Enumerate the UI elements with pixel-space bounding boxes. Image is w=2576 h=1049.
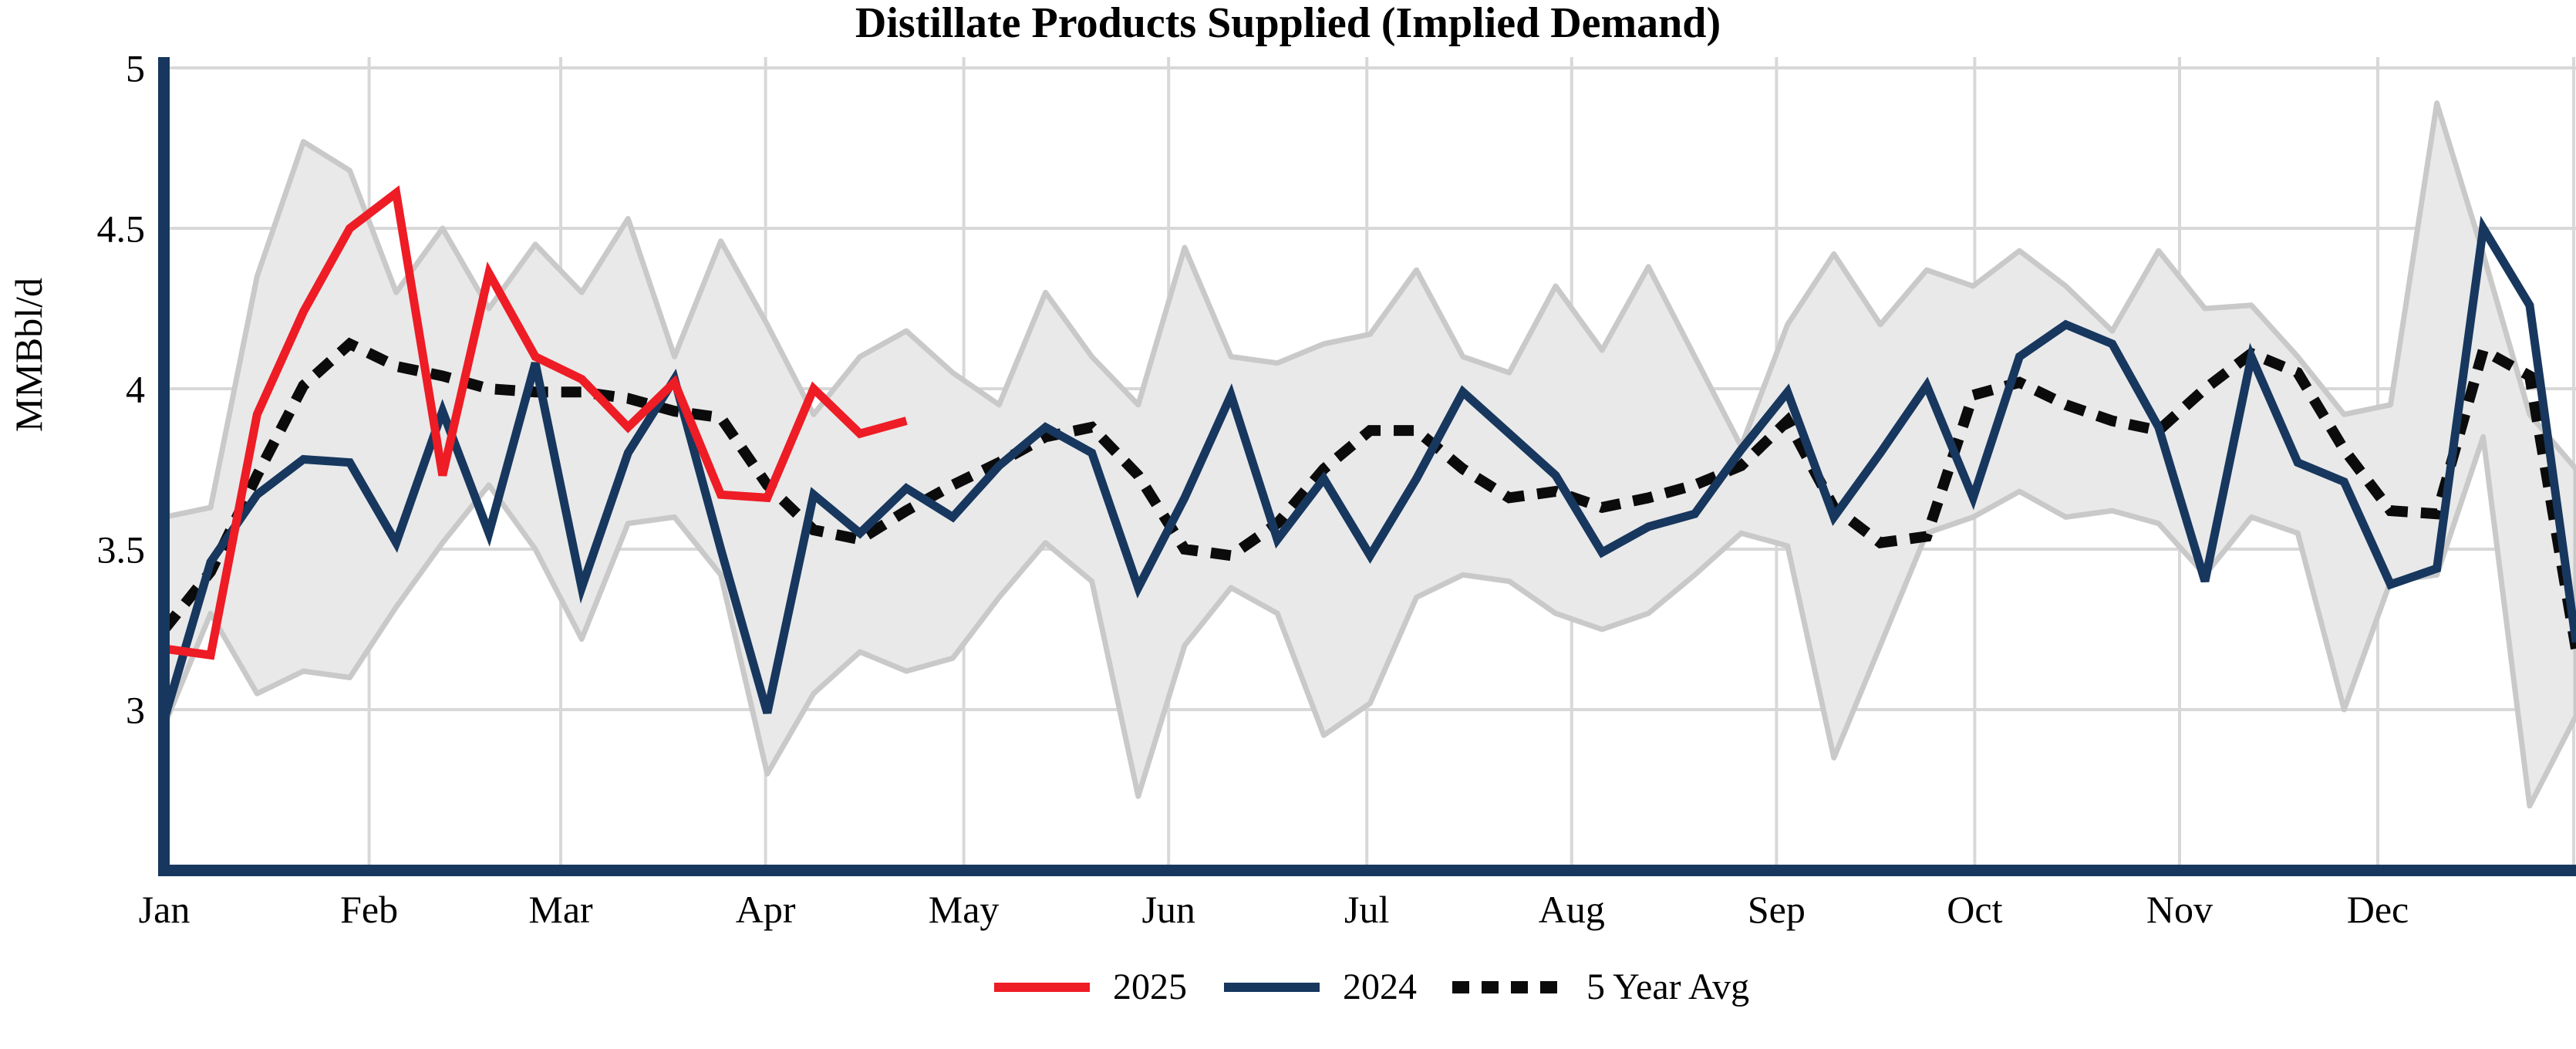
legend-item-5yr-avg: 5 Year Avg bbox=[1451, 966, 1749, 1008]
legend: 2025 2024 5 Year Avg bbox=[164, 966, 2576, 1008]
x-tick-label: Aug bbox=[1539, 888, 1605, 931]
legend-label-5yr-avg: 5 Year Avg bbox=[1586, 966, 1750, 1007]
y-tick-label: 3.5 bbox=[97, 528, 146, 572]
x-tick-label: Sep bbox=[1748, 888, 1806, 931]
x-tick-label: Mar bbox=[528, 888, 593, 931]
chart-title: Distillate Products Supplied (Implied De… bbox=[855, 0, 1721, 47]
y-axis-line bbox=[158, 57, 170, 876]
y-tick-label: 4.5 bbox=[97, 207, 146, 251]
x-tick-label: Oct bbox=[1947, 888, 2002, 931]
x-tick-label: Feb bbox=[340, 888, 398, 931]
legend-line-solid-navy-icon bbox=[1223, 982, 1320, 992]
five-year-range-band bbox=[161, 100, 2576, 809]
series-2025-line bbox=[164, 185, 908, 660]
y-tick-label: 4 bbox=[126, 368, 145, 411]
x-tick-label: May bbox=[929, 888, 1000, 931]
series-5-year-avg-line bbox=[160, 337, 2576, 650]
legend-line-dotted-black-icon bbox=[1452, 980, 1565, 993]
x-tick-label: Jun bbox=[1141, 888, 1195, 931]
legend-line-solid-red-icon bbox=[993, 982, 1090, 992]
legend-label-2024: 2024 bbox=[1342, 966, 1417, 1007]
x-tick-label: Apr bbox=[736, 888, 796, 931]
legend-label-2025: 2025 bbox=[1112, 966, 1187, 1007]
y-tick-label: 5 bbox=[126, 47, 145, 90]
x-tick-label: Jan bbox=[139, 888, 191, 931]
series-2024-line bbox=[160, 215, 2576, 721]
legend-item-2025: 2025 bbox=[991, 966, 1187, 1008]
x-axis-line bbox=[158, 865, 2576, 876]
x-tick-label: Jul bbox=[1344, 888, 1389, 931]
x-tick-label: Dec bbox=[2347, 888, 2409, 931]
y-axis-title: MMBbl/d bbox=[7, 277, 50, 432]
legend-item-2024: 2024 bbox=[1221, 966, 1417, 1008]
x-tick-label: Nov bbox=[2146, 888, 2213, 931]
y-tick-label: 3 bbox=[126, 689, 145, 732]
